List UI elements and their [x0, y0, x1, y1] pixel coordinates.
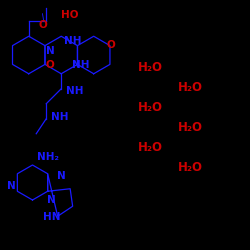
- Text: HN: HN: [42, 212, 60, 222]
- Text: N: N: [46, 46, 54, 56]
- Text: H₂O: H₂O: [138, 141, 162, 154]
- Text: NH: NH: [64, 36, 81, 46]
- Text: H₂O: H₂O: [178, 161, 203, 174]
- Text: H₂O: H₂O: [178, 81, 203, 94]
- Text: N: N: [48, 195, 56, 205]
- Text: NH₂: NH₂: [38, 152, 60, 162]
- Text: HO: HO: [61, 10, 79, 20]
- Text: H₂O: H₂O: [138, 101, 162, 114]
- Text: H₂O: H₂O: [138, 61, 162, 74]
- Text: O: O: [46, 60, 54, 70]
- Text: N: N: [58, 171, 66, 181]
- Text: NH: NH: [51, 112, 69, 122]
- Text: NH: NH: [72, 60, 90, 70]
- Text: NH: NH: [66, 86, 84, 96]
- Text: H₂O: H₂O: [178, 121, 203, 134]
- Text: O: O: [106, 40, 115, 50]
- Text: N: N: [8, 181, 16, 191]
- Text: O: O: [38, 20, 47, 30]
